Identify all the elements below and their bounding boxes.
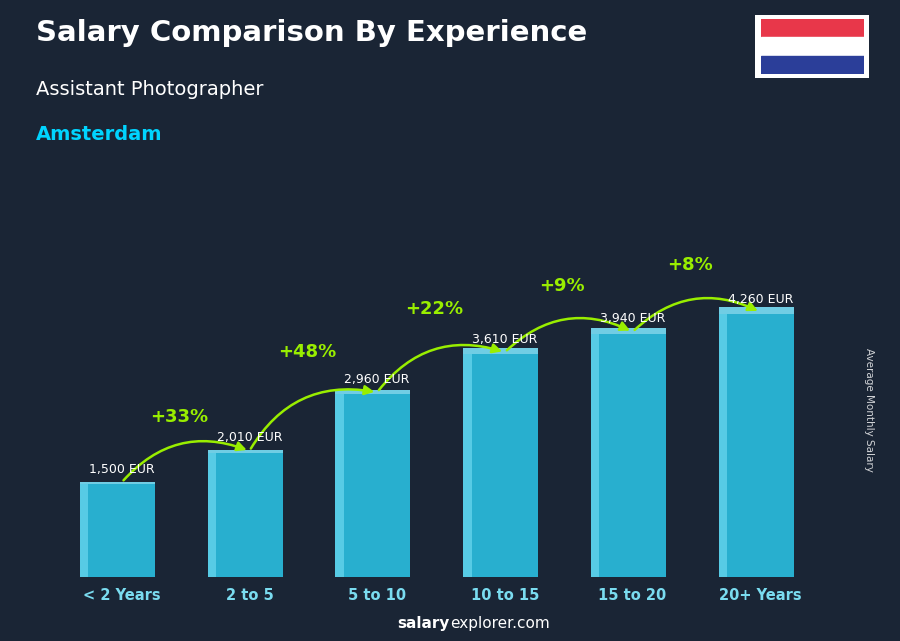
- Text: 2,960 EUR: 2,960 EUR: [345, 373, 410, 386]
- Bar: [80, 485, 88, 577]
- Text: Assistant Photographer: Assistant Photographer: [36, 80, 264, 99]
- Bar: [208, 453, 216, 577]
- Bar: [590, 328, 666, 334]
- Text: 4,260 EUR: 4,260 EUR: [728, 292, 793, 306]
- Text: +33%: +33%: [150, 408, 208, 426]
- Bar: [760, 37, 864, 56]
- Bar: [208, 450, 283, 453]
- Bar: [336, 390, 410, 394]
- Bar: [727, 314, 794, 577]
- Text: explorer.com: explorer.com: [450, 617, 550, 631]
- Bar: [590, 334, 599, 577]
- Text: salary: salary: [398, 617, 450, 631]
- Text: 1,500 EUR: 1,500 EUR: [89, 463, 155, 476]
- Bar: [463, 349, 538, 354]
- Text: Amsterdam: Amsterdam: [36, 125, 163, 144]
- Bar: [760, 56, 864, 74]
- Bar: [718, 314, 727, 577]
- Bar: [472, 354, 538, 577]
- Bar: [88, 485, 155, 577]
- Text: +22%: +22%: [406, 299, 464, 318]
- Bar: [760, 19, 864, 37]
- Text: +8%: +8%: [667, 256, 713, 274]
- Text: +48%: +48%: [278, 343, 336, 361]
- Text: Average Monthly Salary: Average Monthly Salary: [863, 348, 874, 472]
- Text: 3,610 EUR: 3,610 EUR: [472, 333, 537, 345]
- Bar: [463, 354, 472, 577]
- Bar: [599, 334, 666, 577]
- Text: Salary Comparison By Experience: Salary Comparison By Experience: [36, 19, 587, 47]
- Bar: [80, 482, 155, 485]
- Bar: [216, 453, 283, 577]
- Bar: [344, 394, 410, 577]
- Text: 2,010 EUR: 2,010 EUR: [217, 431, 282, 444]
- Text: 3,940 EUR: 3,940 EUR: [600, 312, 665, 326]
- Text: +9%: +9%: [539, 278, 585, 296]
- Bar: [336, 394, 344, 577]
- Bar: [718, 308, 794, 314]
